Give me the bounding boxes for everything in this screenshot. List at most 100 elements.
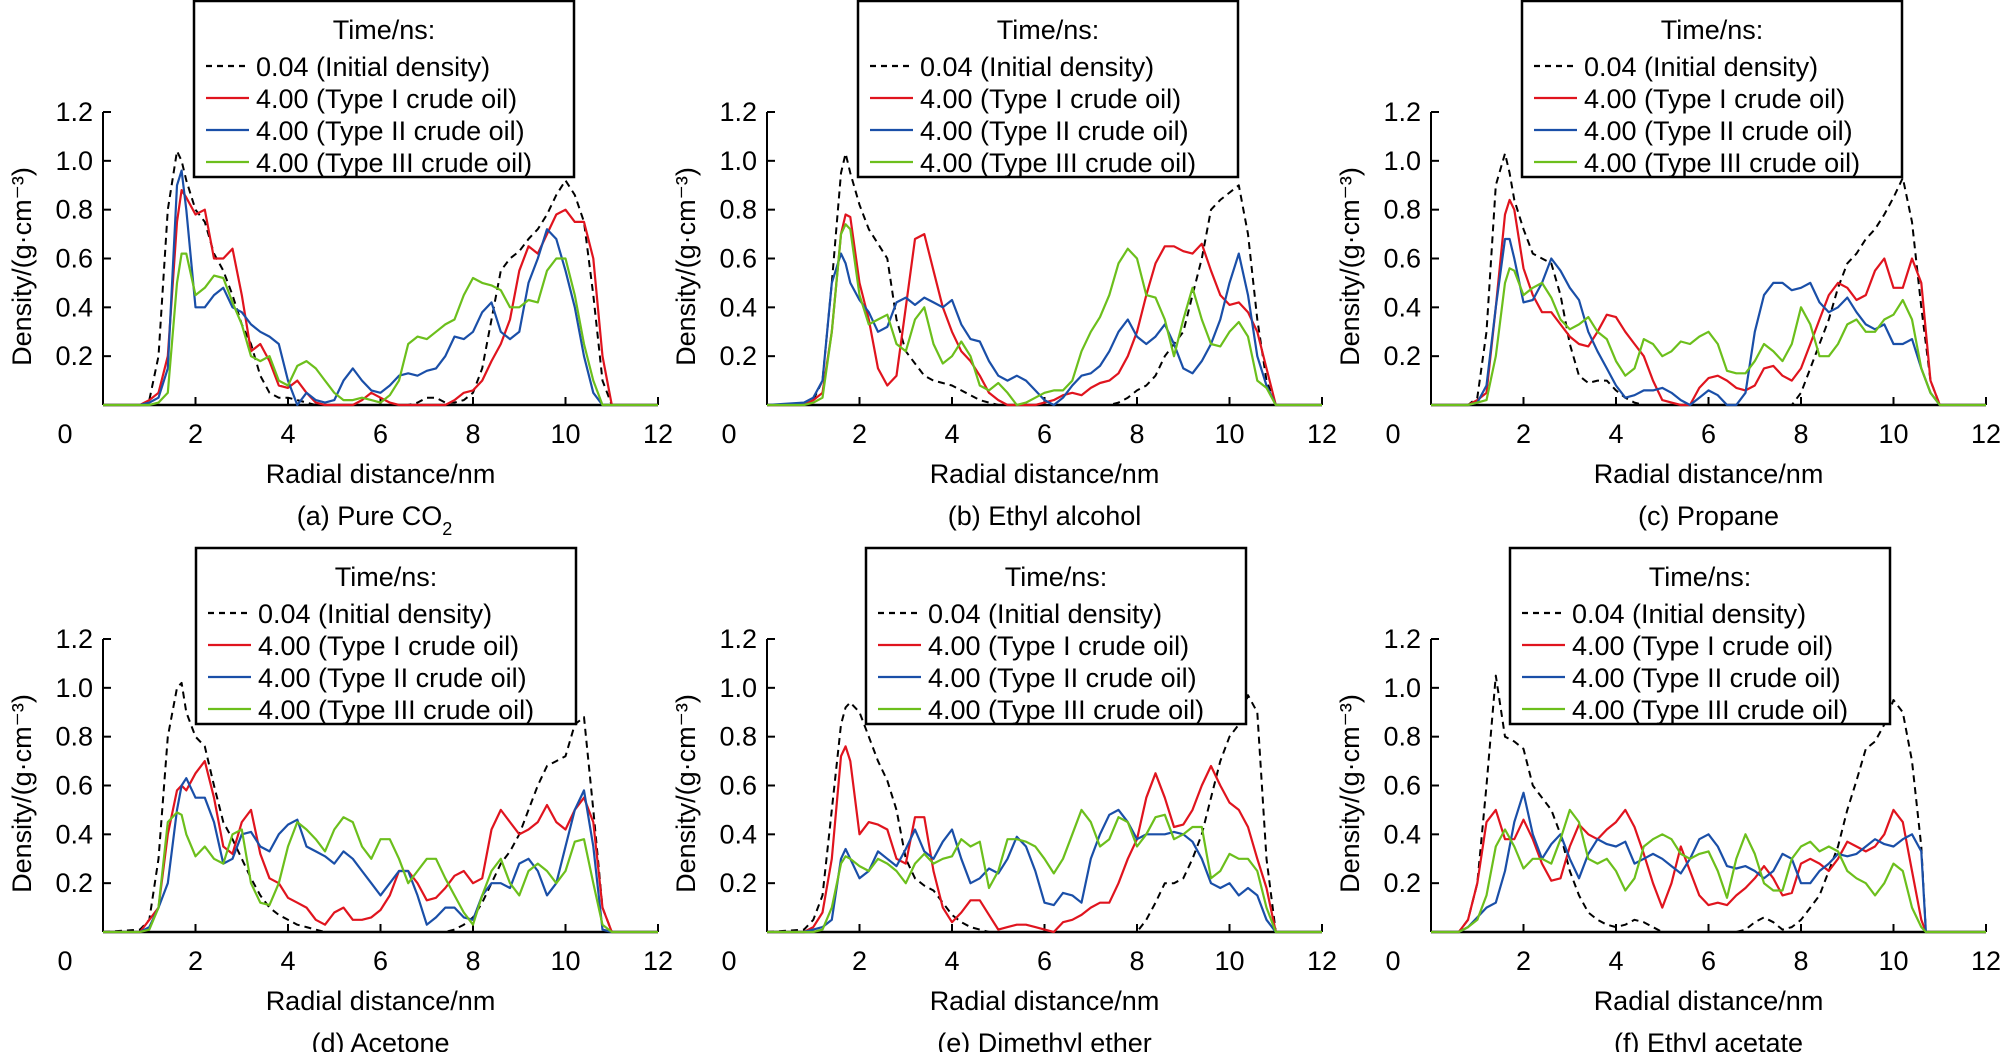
y-tick-label: 1.0: [1383, 146, 1421, 176]
legend-label-type2: 4.00 (Type II crude oil): [1572, 663, 1841, 693]
series-line-type1: [103, 189, 658, 407]
legend-box: [1508, 546, 1892, 726]
y-tick-label: 1.2: [55, 624, 93, 654]
x-tick-label: 8: [465, 946, 480, 976]
legend-label-initial: 0.04 (Initial density): [1584, 52, 1818, 82]
x-tick-label: 12: [1307, 419, 1337, 449]
y-tick-label: 0.2: [1383, 868, 1421, 898]
y-tick-label: 0.8: [1383, 195, 1421, 225]
legend-label-type3: 4.00 (Type III crude oil): [256, 148, 532, 178]
x-tick-label: 10: [1214, 946, 1244, 976]
legend-label-type3: 4.00 (Type III crude oil): [1584, 148, 1860, 178]
x-axis-title: Radial distance/nm: [930, 986, 1160, 1016]
x-tick-label: 0: [1385, 946, 1400, 976]
x-tick-label: 4: [944, 419, 959, 449]
y-axis-title: Density/(g·cm⁻³): [7, 167, 37, 366]
y-tick-label: 0.4: [55, 819, 93, 849]
x-tick-label: 12: [1307, 946, 1337, 976]
x-tick-label: 12: [643, 946, 673, 976]
x-tick-label: 8: [1129, 419, 1144, 449]
series-line-type2: [103, 169, 658, 407]
legend-title: Time/ns:: [1649, 562, 1752, 592]
chart-panel-d: 0 2 4 6 8 10 12 0.2 0.4 0.6 0.8 1.0 1.2 Density/(g·cm…: [7, 546, 673, 1052]
y-tick-label: 0.6: [1383, 771, 1421, 801]
y-axis-title: Density/(g·cm⁻³): [7, 694, 37, 893]
y-tick-label: 0.4: [55, 292, 93, 322]
legend-label-initial: 0.04 (Initial density): [256, 52, 490, 82]
y-tick-label: 0.4: [1383, 292, 1421, 322]
series-line-initial: [103, 150, 658, 406]
chart-panel-b: 0 2 4 6 8 10 12 0.2 0.4 0.6 0.8 1.0 1.2 Density/(g·cm…: [671, 0, 1337, 531]
legend-box: [194, 546, 578, 726]
legend-label-type3: 4.00 (Type III crude oil): [1572, 695, 1848, 725]
y-axis-title: Density/(g·cm⁻³): [1335, 694, 1365, 893]
legend-label-type2: 4.00 (Type II crude oil): [920, 116, 1189, 146]
series-line-type2: [103, 777, 658, 934]
series-line-type2: [1431, 791, 1986, 934]
y-tick-label: 1.2: [55, 97, 93, 127]
y-axis-title: Density/(g·cm⁻³): [1335, 167, 1365, 366]
y-tick-label: 1.0: [719, 673, 757, 703]
x-tick-label: 6: [373, 419, 388, 449]
x-tick-label: 8: [1793, 946, 1808, 976]
legend-label-type2: 4.00 (Type II crude oil): [1584, 116, 1853, 146]
series-line-type3: [1431, 267, 1986, 407]
x-tick-label: 6: [1701, 946, 1716, 976]
y-tick-label: 1.2: [719, 97, 757, 127]
y-tick-label: 1.0: [55, 673, 93, 703]
series-line-type2: [1431, 237, 1986, 407]
legend-box: [1520, 0, 1904, 179]
x-tick-label: 4: [1608, 946, 1623, 976]
legend: Time/ns:0.04 (Initial density)4.00 (Type…: [192, 0, 576, 179]
y-tick-label: 1.2: [719, 624, 757, 654]
y-tick-label: 0.6: [719, 771, 757, 801]
series-line-type3: [103, 252, 658, 407]
y-axis-title: Density/(g·cm⁻³): [671, 694, 701, 893]
x-tick-label: 0: [1385, 419, 1400, 449]
x-tick-label: 4: [280, 419, 295, 449]
y-tick-label: 0.8: [55, 722, 93, 752]
chart-panel-a: 0 2 4 6 8 10 12 0.2 0.4 0.6 0.8 1.0 1.2 Density/(g·cm…: [7, 0, 673, 539]
y-tick-label: 0.8: [55, 195, 93, 225]
legend-label-initial: 0.04 (Initial density): [1572, 599, 1806, 629]
legend-label-initial: 0.04 (Initial density): [258, 599, 492, 629]
legend-label-type2: 4.00 (Type II crude oil): [258, 663, 527, 693]
y-tick-label: 1.0: [55, 146, 93, 176]
y-tick-label: 1.0: [719, 146, 757, 176]
x-tick-label: 8: [465, 419, 480, 449]
legend: Time/ns:0.04 (Initial density)4.00 (Type…: [856, 0, 1240, 179]
x-tick-label: 8: [1129, 946, 1144, 976]
legend-title: Time/ns:: [333, 15, 436, 45]
x-tick-label: 2: [852, 419, 867, 449]
x-tick-label: 4: [944, 946, 959, 976]
series-line-type1: [767, 213, 1322, 407]
series-line-type3: [1431, 808, 1986, 934]
series-line-type1: [767, 745, 1322, 934]
legend-title: Time/ns:: [997, 15, 1100, 45]
x-tick-label: 10: [1878, 946, 1908, 976]
panel-caption: (c) Propane: [1638, 501, 1779, 531]
series-line-type2: [766, 252, 1322, 407]
x-tick-label: 6: [1037, 946, 1052, 976]
legend: Time/ns:0.04 (Initial density)4.00 (Type…: [1520, 0, 1904, 179]
series-line-initial: [766, 694, 1322, 933]
x-tick-label: 10: [550, 419, 580, 449]
legend-label-type1: 4.00 (Type I crude oil): [1584, 84, 1845, 114]
legend-box: [856, 0, 1240, 179]
y-tick-label: 1.2: [1383, 624, 1421, 654]
x-tick-label: 2: [188, 946, 203, 976]
panel-caption: (f) Ethyl acetate: [1614, 1028, 1803, 1052]
legend-label-type2: 4.00 (Type II crude oil): [256, 116, 525, 146]
x-tick-label: 0: [57, 419, 72, 449]
legend-label-type1: 4.00 (Type I crude oil): [258, 631, 519, 661]
x-tick-label: 6: [373, 946, 388, 976]
panel-caption: (a) Pure CO2: [297, 501, 453, 539]
legend-label-initial: 0.04 (Initial density): [928, 599, 1162, 629]
series-line-initial: [102, 681, 658, 933]
legend-label-type1: 4.00 (Type I crude oil): [256, 84, 517, 114]
y-tick-label: 0.2: [1383, 341, 1421, 371]
x-tick-label: 10: [550, 946, 580, 976]
y-tick-label: 0.4: [719, 292, 757, 322]
x-axis-title: Radial distance/nm: [266, 986, 496, 1016]
series-line-type3: [767, 223, 1322, 407]
